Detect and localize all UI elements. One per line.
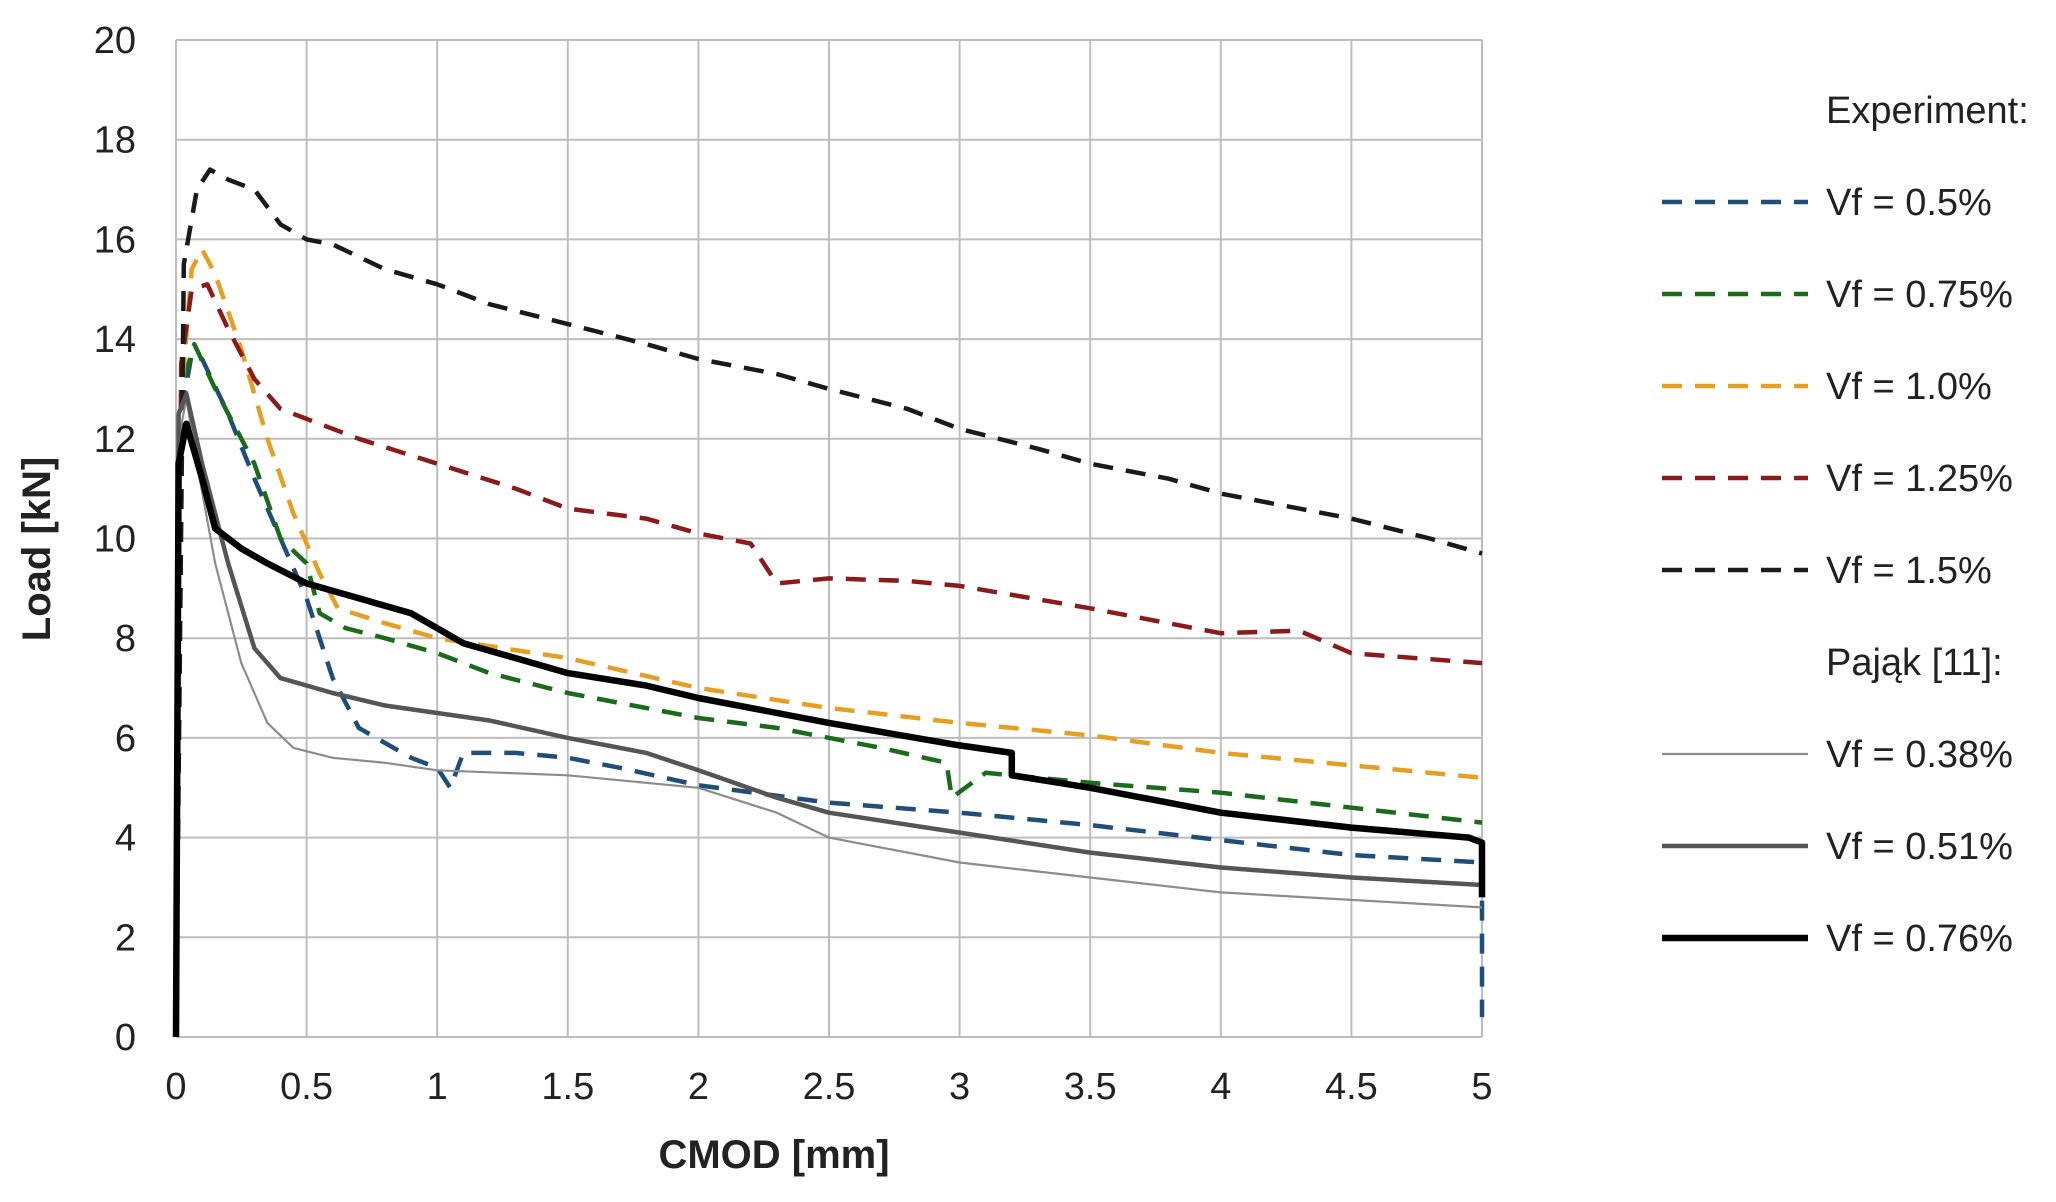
legend-label: Vf = 1.0%: [1826, 366, 1992, 408]
x-tick-label: 0.5: [280, 1066, 333, 1108]
y-tick-label: 18: [94, 120, 136, 162]
x-tick-label: 1: [427, 1066, 448, 1108]
y-tick-label: 20: [94, 20, 136, 62]
legend-label: Vf = 0.5%: [1826, 182, 1992, 224]
x-tick-label: 0: [165, 1066, 186, 1108]
series-line-7: [173, 391, 1483, 1038]
x-tick-label: 3.5: [1064, 1066, 1117, 1108]
y-axis-label: Load [kN]: [15, 457, 59, 641]
legend-heading: Pająk [11]:: [1826, 642, 2003, 684]
legend-label: Vf = 1.5%: [1826, 550, 1992, 592]
series-line-1: [173, 351, 1485, 1038]
x-axis-label: CMOD [mm]: [658, 1133, 889, 1177]
y-tick-label: 14: [94, 319, 136, 361]
series-line-4: [173, 282, 1483, 1038]
y-tick-label: 10: [94, 519, 136, 561]
x-tick-label: 3: [949, 1066, 970, 1108]
legend-label: Vf = 0.38%: [1826, 734, 2013, 776]
legend-label: Vf = 0.75%: [1826, 274, 2013, 316]
legend: Experiment: Vf = 0.5% Vf = 0.75% Vf = 1.0% V…: [1662, 90, 2029, 960]
axes: 0 0.5 1 1.5 2 2.5 3 3.5 4 4.5 5 0 2 4 6 8 10 12 14 16 18 20: [94, 20, 1493, 1108]
x-tick-label: 1.5: [541, 1066, 594, 1108]
legend-label: Vf = 1.25%: [1826, 458, 2013, 500]
x-tick-label: 4: [1210, 1066, 1231, 1108]
y-tick-label: 0: [115, 1017, 136, 1059]
y-tick-label: 4: [115, 818, 136, 860]
legend-label: Vf = 0.51%: [1826, 826, 2013, 868]
series-line-5: [173, 167, 1483, 1038]
y-tick-label: 12: [94, 419, 136, 461]
x-tick-label: 2.5: [803, 1066, 856, 1108]
legend-heading: Experiment:: [1826, 90, 2029, 132]
series-line-3: [173, 247, 1483, 1038]
y-tick-label: 8: [115, 618, 136, 660]
series-group: [172, 167, 1486, 1038]
y-tick-label: 16: [94, 219, 136, 261]
y-tick-label: 6: [115, 718, 136, 760]
y-tick-label: 2: [115, 917, 136, 959]
x-tick-label: 2: [688, 1066, 709, 1108]
series-line-8: [172, 420, 1486, 1038]
legend-label: Vf = 0.76%: [1826, 918, 2013, 960]
x-tick-label: 4.5: [1325, 1066, 1378, 1108]
x-tick-label: 5: [1471, 1066, 1492, 1108]
